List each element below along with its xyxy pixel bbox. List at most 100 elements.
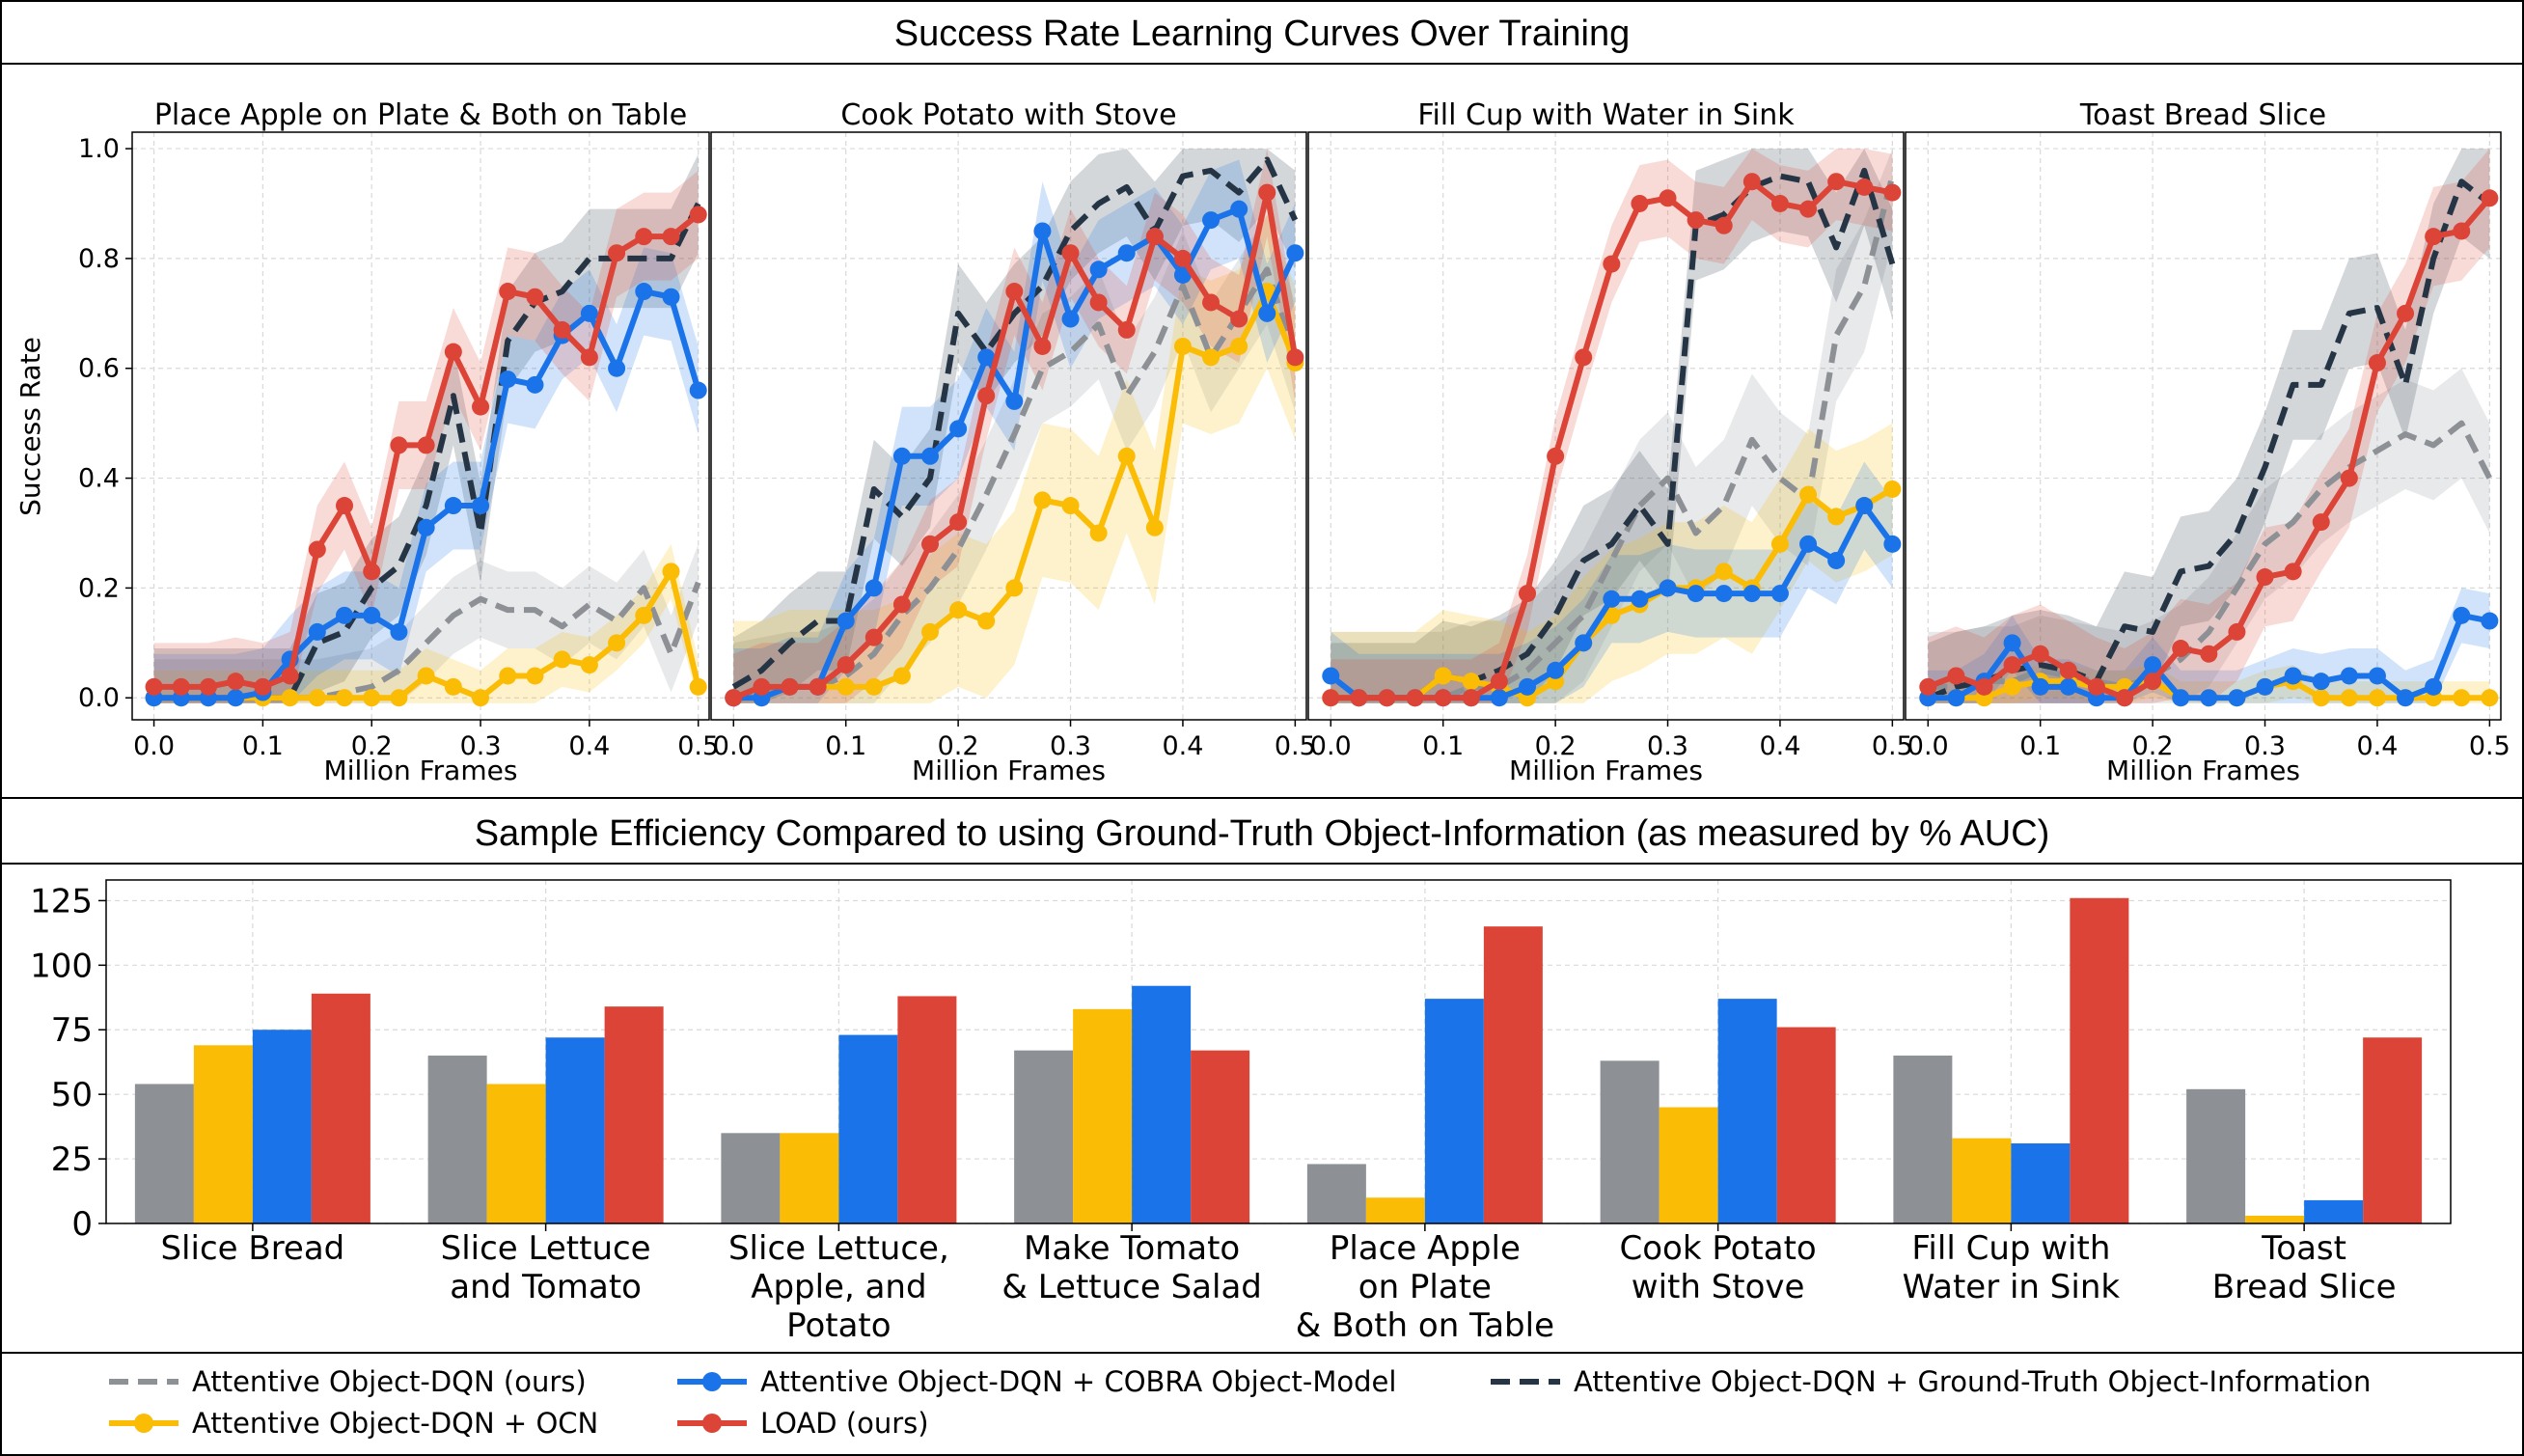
bar — [1132, 985, 1192, 1223]
data-point — [662, 288, 680, 306]
data-point — [2340, 667, 2358, 685]
bar — [486, 1084, 546, 1223]
data-point — [1947, 689, 1965, 707]
data-point — [2228, 689, 2246, 707]
data-point — [809, 677, 827, 696]
data-point — [1659, 579, 1677, 597]
bar — [545, 1037, 605, 1223]
data-point — [1117, 447, 1136, 465]
data-point — [336, 497, 354, 515]
data-point — [1883, 183, 1902, 202]
legend-item: Attentive Object-DQN + COBRA Object-Mode… — [677, 1365, 1396, 1398]
data-point — [1089, 524, 1108, 542]
data-point — [921, 622, 940, 641]
data-point — [1005, 392, 1024, 410]
x-tick-label: 0.0 — [1907, 731, 1949, 761]
data-point — [2003, 634, 2021, 652]
data-point — [608, 634, 626, 652]
data-point — [1230, 200, 1248, 218]
bar — [427, 1056, 487, 1223]
data-point — [1173, 249, 1192, 267]
plot-frame — [1307, 131, 1905, 721]
bar — [134, 1084, 194, 1223]
data-point — [2116, 689, 2134, 707]
data-point — [2059, 677, 2077, 696]
data-point — [1005, 579, 1024, 597]
y-tick-label: 0.6 — [78, 354, 120, 384]
data-point — [2481, 689, 2499, 707]
data-point — [1033, 222, 1052, 240]
data-point — [2144, 656, 2162, 674]
data-point — [1490, 673, 1508, 691]
legend-label: Attentive Object-DQN (ours) — [192, 1365, 587, 1398]
x-tick-label: 0.1 — [2019, 731, 2061, 761]
x-tick-label: 0.5 — [2469, 731, 2510, 761]
data-point — [2453, 606, 2471, 624]
data-point — [608, 244, 626, 262]
data-point — [553, 650, 571, 669]
legend-marker — [702, 1414, 722, 1433]
data-point — [1687, 585, 1705, 603]
confidence-band — [153, 247, 699, 703]
data-point — [1322, 689, 1340, 707]
x-tick-label: 0.2 — [2132, 731, 2174, 761]
confidence-band — [733, 214, 1296, 703]
data-point — [1883, 535, 1902, 553]
data-point — [2003, 677, 2021, 696]
data-point — [689, 677, 707, 696]
data-point — [1603, 590, 1621, 608]
data-point — [1603, 255, 1621, 273]
legend-item: Attentive Object-DQN + Ground-Truth Obje… — [1491, 1365, 2371, 1398]
y-tick-label: 0.4 — [78, 464, 120, 494]
data-point — [1575, 348, 1593, 367]
data-point — [662, 563, 680, 581]
data-point — [417, 436, 435, 454]
bar — [2011, 1143, 2071, 1223]
data-point — [1033, 337, 1052, 355]
data-point — [1434, 667, 1452, 685]
data-point — [1061, 310, 1080, 328]
data-point — [526, 288, 544, 306]
data-point — [753, 677, 771, 696]
data-point — [1089, 293, 1108, 312]
data-point — [2453, 689, 2471, 707]
confidence-band — [733, 214, 1296, 703]
confidence-band — [733, 149, 1296, 703]
data-point — [2003, 656, 2021, 674]
data-point — [949, 513, 968, 532]
data-point — [363, 606, 381, 624]
data-point — [689, 206, 707, 224]
x-tick-label: 0.2 — [1535, 731, 1577, 761]
x-axis-label: Million Frames — [912, 755, 1106, 786]
data-point — [1687, 211, 1705, 230]
legend-marker — [134, 1414, 153, 1433]
data-point — [1715, 216, 1733, 234]
category-label: Apple, and — [751, 1268, 926, 1306]
bar — [1073, 1008, 1133, 1223]
data-point — [1855, 178, 1874, 196]
data-point — [308, 540, 326, 559]
data-point — [580, 348, 598, 367]
series-line — [731, 156, 1299, 690]
y-tick-label: 0.0 — [78, 683, 120, 713]
category-label: Place Apple — [1330, 1229, 1521, 1268]
data-point — [662, 228, 680, 246]
data-point — [608, 359, 626, 377]
data-point — [1462, 673, 1480, 691]
x-tick-label: 0.0 — [713, 731, 754, 761]
bar — [897, 996, 957, 1223]
data-point — [172, 677, 190, 696]
legend-marker — [702, 1372, 722, 1391]
data-point — [1117, 244, 1136, 262]
data-point — [2256, 677, 2274, 696]
data-point — [1631, 590, 1649, 608]
data-point — [2200, 645, 2218, 663]
data-point — [635, 606, 653, 624]
bar — [2363, 1037, 2423, 1223]
data-point — [390, 689, 408, 707]
data-point — [2397, 689, 2415, 707]
data-point — [2481, 612, 2499, 630]
data-point — [1033, 491, 1052, 509]
data-point — [1089, 261, 1108, 279]
category-label: with Stove — [1632, 1268, 1805, 1306]
